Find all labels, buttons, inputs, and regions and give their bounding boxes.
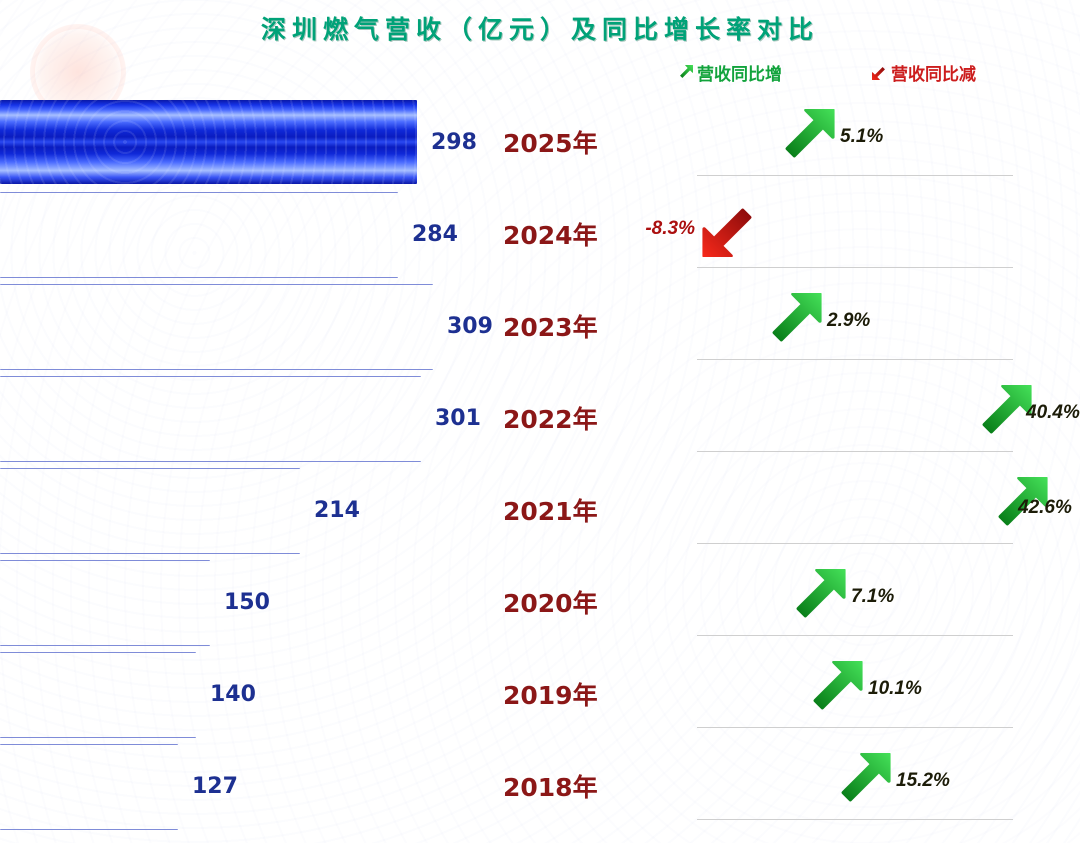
value-label: 140: [210, 681, 256, 707]
value-label: 284: [412, 221, 458, 247]
chart-row-2018: 127 2018年 15.2%: [0, 740, 1080, 832]
legend-decrease-label: 营收同比减: [891, 65, 976, 84]
year-label: 2025年: [503, 129, 598, 158]
value-label: 309: [447, 313, 493, 339]
year-label: 2022年: [503, 405, 598, 434]
growth-label: 10.1%: [868, 678, 922, 699]
chart-title: 深圳燃气营收（亿元）及同比增长率对比: [260, 16, 819, 44]
chart-row-2025: 298 2025年 5.1%: [0, 96, 1080, 188]
baseline: [697, 727, 1013, 728]
chart-row-2023: 309 2023年 2.9%: [0, 280, 1080, 372]
baseline: [697, 267, 1013, 268]
bar-2018: [0, 744, 178, 830]
growth-label: 40.4%: [1026, 402, 1080, 423]
chart-row-2020: 150 2020年 7.1%: [0, 556, 1080, 648]
chart-rows: 298 2025年 5.1% 284 2024年 -8.3% 309 2023年…: [0, 96, 1080, 832]
growth-up-arrow-icon: [974, 384, 1032, 441]
bar-2024: [0, 192, 398, 278]
bar-2023: [0, 284, 433, 370]
bar-2022: [0, 376, 421, 462]
legend: 营收同比增 营收同比减: [0, 60, 1080, 86]
bar-2019: [0, 652, 196, 738]
baseline: [697, 451, 1013, 452]
growth-up-arrow-icon: [990, 476, 1048, 533]
growth-label: -8.3%: [645, 218, 695, 239]
value-label: 301: [435, 405, 481, 431]
chart-row-2021: 214 2021年 42.6%: [0, 464, 1080, 556]
chart-row-2022: 301 2022年 40.4%: [0, 372, 1080, 464]
baseline: [697, 543, 1013, 544]
value-label: 214: [314, 497, 360, 523]
baseline: [697, 175, 1013, 176]
value-label: 298: [431, 129, 477, 155]
growth-down-arrow-icon: [702, 201, 760, 258]
chart-row-2024: 284 2024年 -8.3%: [0, 188, 1080, 280]
baseline: [697, 635, 1013, 636]
year-label: 2021年: [503, 497, 598, 526]
bar-2025: [0, 100, 417, 184]
baseline: [697, 819, 1013, 820]
bar-2020: [0, 560, 210, 646]
growth-up-arrow-icon: [805, 660, 863, 717]
value-label: 127: [192, 773, 238, 799]
legend-decrease: 营收同比减: [872, 60, 976, 85]
growth-label: 5.1%: [840, 126, 884, 147]
growth-up-arrow-icon: [764, 292, 822, 349]
legend-increase-label: 营收同比增: [697, 65, 782, 84]
growth-label: 2.9%: [827, 310, 871, 331]
baseline: [697, 359, 1013, 360]
year-label: 2023年: [503, 313, 598, 342]
year-label: 2024年: [503, 221, 598, 250]
growth-label: 15.2%: [896, 770, 950, 791]
up-arrow-icon: [680, 65, 693, 78]
legend-increase: 营收同比增: [678, 60, 782, 85]
chart-row-2019: 140 2019年 10.1%: [0, 648, 1080, 740]
growth-label: 7.1%: [851, 586, 895, 607]
year-label: 2019年: [503, 681, 598, 710]
growth-up-arrow-icon: [777, 108, 835, 165]
year-label: 2018年: [503, 773, 598, 802]
value-label: 150: [224, 589, 270, 615]
bar-2021: [0, 468, 300, 554]
growth-label: 42.6%: [1018, 497, 1072, 518]
year-label: 2020年: [503, 589, 598, 618]
growth-up-arrow-icon: [833, 752, 891, 809]
down-arrow-icon: [872, 67, 885, 80]
growth-up-arrow-icon: [788, 568, 846, 625]
